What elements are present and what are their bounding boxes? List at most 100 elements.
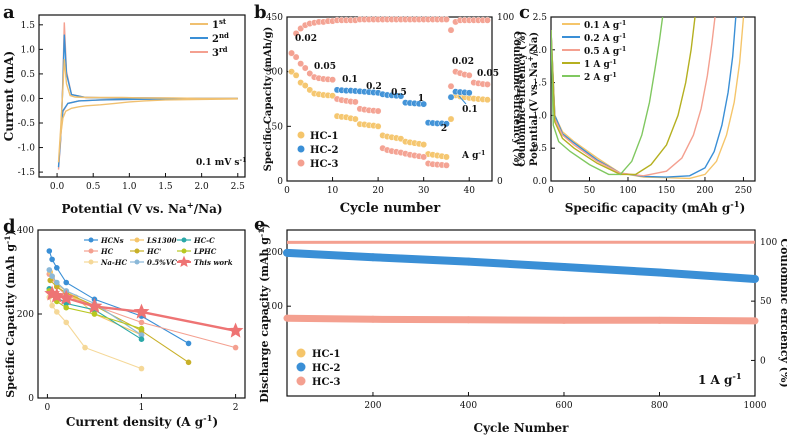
panel-c-y-tick-label: 1.0 [533,111,548,121]
hc2-band [286,248,756,283]
rate-label: 0.1 [462,105,478,115]
legend-label: 3rd [212,45,228,60]
legend-label: HC-2 [312,363,341,374]
panel-a-x-tick-label: 2.5 [231,182,246,192]
rate-point [54,265,60,271]
rate-label: 2 [441,124,447,134]
panel-a-x-tick-label: 1.0 [122,182,137,192]
legend-label: 0.5%VC [147,258,177,267]
panel-letter: c [519,2,530,23]
current-density-label: 1 A g-1 [698,371,742,387]
rate-label: 0.05 [477,69,499,79]
rate-label: 0.02 [452,57,474,67]
rate-point [49,256,55,263]
hc3-band [286,314,756,325]
unit-label: A g-1 [461,150,485,162]
panel-e-x-tick-label: 800 [651,401,668,411]
y-axis-title: Specific Capacity (mAh g-1) [3,230,18,398]
capacity-point [374,122,382,130]
legend-marker [181,237,187,243]
star-marker [48,287,65,303]
rate-point [54,283,60,290]
rate-point [185,340,192,347]
hc3-point [560,316,568,324]
legend-label: HC-3 [312,377,341,388]
legend-marker [134,248,140,254]
panel-letter: d [3,216,16,237]
rate-point [138,332,145,338]
rate-point [138,319,145,326]
legend-label: 0.1 A g-1 [584,20,626,32]
ce-point [447,26,455,34]
gcd-curve [551,17,745,180]
legend-label: 2 A g-1 [584,72,617,84]
capacity-point [420,141,428,149]
legend-marker [134,259,140,265]
y-axis-title: Specific Capacity (mAh/g) [263,27,274,172]
capacity-point [351,115,359,123]
rate-label: 1 [418,94,424,104]
rate-point [138,325,145,332]
capacity-point [420,100,428,108]
rate-point [138,336,145,343]
capacity-point [447,115,455,123]
hc2-point [283,248,291,257]
rate-point [138,365,145,372]
panel-d-y-tick-label: 200 [17,310,34,320]
panel-b-x-tick-label: 0 [284,186,290,196]
capacity-point [483,80,491,88]
capacity-point [329,76,337,84]
cv-curve-1 [57,59,238,163]
rate-label: 0.1 [342,75,358,85]
x-axis-title: Current density (A g-1) [66,413,218,429]
panel-a-frame [38,14,246,178]
capacity-point [288,68,296,76]
legend-label: HC-1 [310,131,339,142]
panel-b-x-tick-label: 30 [418,186,430,196]
panel-d-y-tick-label: 0 [28,394,34,404]
capacity-point [465,71,473,79]
rate-label: 0.2 [366,82,382,92]
rate-point [54,279,60,286]
panel-a-y-tick-label: 0.5 [21,70,36,80]
rate-point [49,273,55,280]
rate-point [46,248,53,254]
legend-label: HC-3 [310,159,339,170]
ce-point [288,49,296,57]
panel-a-y-tick-label: -1.5 [18,168,36,178]
panel-a-y-tick-label: 1.5 [21,21,36,31]
capacity-point [301,64,309,72]
legend-label: LS1300 [146,236,177,245]
hc3-point [751,317,759,325]
panel-b-y-tick-label: 0 [277,177,283,187]
rate-label: 0.02 [295,34,317,44]
panel-e-x-tick-label: 400 [460,401,477,411]
ce-point [483,16,491,24]
capacity-point [483,96,491,104]
panel-b-x-tick-label: 10 [327,186,339,196]
panel-a-y-tick-label: -0.5 [18,119,36,129]
legend-marker [134,237,140,243]
capacity-point [297,60,305,68]
gcd-curve [551,17,664,176]
capacity-point [397,92,405,100]
legend-label: 1st [212,17,227,32]
panel-letter: e [254,214,265,235]
panel-d-x-tick-label: 2 [233,403,239,413]
legend-label: HC-2 [310,145,339,156]
rate-point [232,344,239,351]
panel-b-y2-tick-label: 0 [497,177,503,187]
star-marker [177,255,191,268]
panel-c-x-tick-label: 150 [658,186,675,196]
panel-c-y-tick-label: 2.0 [533,46,548,56]
legend-marker [88,248,94,254]
hc3-point [464,316,472,324]
legend-label: HCNs [100,236,124,245]
legend-label: HC-1 [312,349,341,360]
capacity-point [442,161,450,169]
capacity-point [465,89,473,97]
cv-curve-3 [57,22,238,170]
rate-point [49,302,55,309]
legend-label: 1 A g-1 [584,59,617,71]
panel-b-y-tick-label: 150 [266,122,283,132]
